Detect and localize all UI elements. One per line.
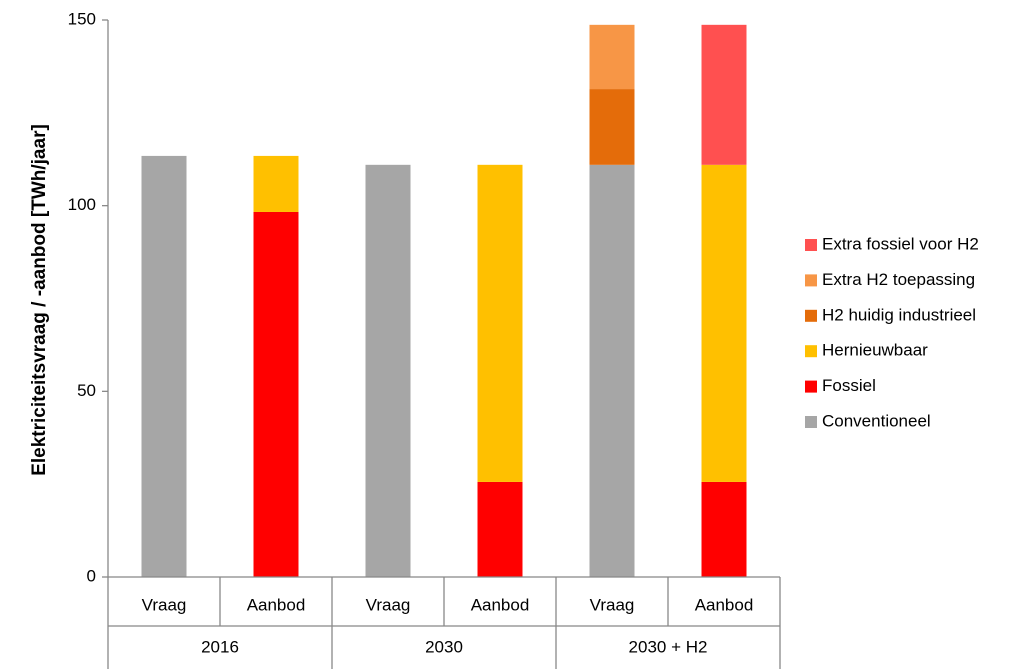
bar-segment <box>253 211 299 577</box>
y-tick-label: 100 <box>68 195 96 214</box>
legend-label: Extra fossiel voor H2 <box>822 234 979 253</box>
x-tick-label: Vraag <box>142 595 187 614</box>
x-tick-label: Vraag <box>590 595 635 614</box>
bar-segment <box>589 164 635 577</box>
x-tick-label: Aanbod <box>695 595 754 614</box>
bar-segment <box>701 164 747 482</box>
bar-segment <box>589 24 635 90</box>
y-tick-label: 50 <box>77 381 96 400</box>
x-tick-label: Aanbod <box>247 595 306 614</box>
bar-segment <box>701 481 747 577</box>
bar-segment <box>253 155 299 212</box>
legend-swatch <box>805 380 817 393</box>
x-tick-label: Vraag <box>366 595 411 614</box>
legend-swatch <box>805 345 817 358</box>
bar-segment <box>141 155 187 577</box>
bar-segment <box>701 24 747 165</box>
legend-swatch <box>805 239 817 251</box>
group-label: 2016 <box>201 637 239 656</box>
y-axis-label: Elektriciteitsvraag / -aanbod [TWh/jaar] <box>29 124 50 476</box>
legend-label: Extra H2 toepassing <box>822 270 975 289</box>
legend-label: Conventioneel <box>822 411 931 430</box>
legend-label: Fossiel <box>822 376 876 395</box>
bar-segment <box>589 89 635 165</box>
y-tick-label: 0 <box>87 566 96 585</box>
x-tick-label: Aanbod <box>471 595 530 614</box>
legend-swatch <box>805 274 817 287</box>
bar-segment <box>365 164 411 577</box>
bar-segment <box>477 481 523 577</box>
y-tick-label: 150 <box>68 9 96 28</box>
legend-label: Hernieuwbaar <box>822 341 928 360</box>
group-label: 2030 + H2 <box>629 637 708 656</box>
legend-swatch <box>805 309 817 322</box>
legend-swatch <box>805 416 817 428</box>
bar-segment <box>477 164 523 482</box>
legend-label: H2 huidig industrieel <box>822 305 976 324</box>
group-label: 2030 <box>425 637 463 656</box>
